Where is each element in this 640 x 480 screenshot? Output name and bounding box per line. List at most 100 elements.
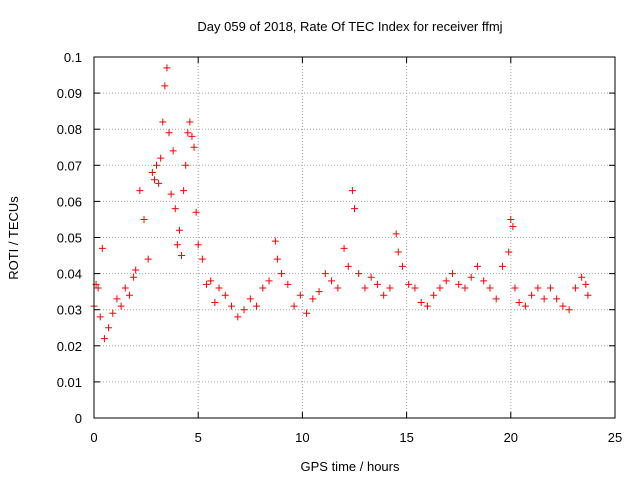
data-point xyxy=(240,306,248,314)
data-point xyxy=(182,161,190,169)
data-point xyxy=(296,291,304,299)
data-point xyxy=(559,302,567,310)
x-tick-label: 0 xyxy=(90,430,97,445)
data-point xyxy=(148,169,156,177)
data-point xyxy=(540,295,548,303)
y-tick-label: 0.07 xyxy=(57,158,82,173)
data-point xyxy=(140,215,148,223)
data-point xyxy=(94,284,102,292)
data-point xyxy=(165,129,173,137)
data-point xyxy=(486,284,494,292)
data-point xyxy=(150,176,158,184)
y-tick-label: 0.09 xyxy=(57,86,82,101)
data-point xyxy=(380,291,388,299)
data-point xyxy=(100,335,108,343)
data-point xyxy=(259,284,267,292)
data-point xyxy=(234,313,242,321)
data-point xyxy=(98,244,106,252)
data-point xyxy=(480,277,488,285)
data-point xyxy=(528,291,536,299)
data-point xyxy=(411,284,419,292)
data-point xyxy=(186,118,194,126)
data-point xyxy=(423,302,431,310)
data-point xyxy=(192,208,200,216)
data-point xyxy=(253,302,261,310)
data-point xyxy=(109,309,117,317)
y-tick-label: 0.08 xyxy=(57,122,82,137)
y-tick-label: 0.02 xyxy=(57,339,82,354)
data-point xyxy=(430,291,438,299)
data-point xyxy=(367,273,375,281)
data-point xyxy=(546,284,554,292)
data-point xyxy=(184,129,192,137)
axis-ticks: 0 5 10 15 20 25 0 0.01 0.02 0.03 0.04 0.05 0.06 0.07 0… xyxy=(57,50,623,445)
data-point xyxy=(351,205,358,213)
data-point xyxy=(398,262,406,270)
data-point xyxy=(455,280,463,288)
x-tick-label: 20 xyxy=(504,430,518,445)
data-point xyxy=(505,248,513,256)
data-points xyxy=(90,64,592,343)
data-point xyxy=(132,266,140,274)
data-point xyxy=(467,273,475,281)
data-point xyxy=(303,309,311,317)
x-tick-label: 25 xyxy=(608,430,622,445)
data-point xyxy=(117,302,125,310)
data-point xyxy=(207,277,215,285)
data-point xyxy=(340,244,348,252)
data-point xyxy=(507,215,515,223)
data-point xyxy=(271,237,279,245)
data-point xyxy=(361,284,369,292)
data-point xyxy=(278,270,286,278)
chart-title: Day 059 of 2018, Rate Of TEC Index for r… xyxy=(197,19,502,34)
data-point xyxy=(328,277,336,285)
y-tick-label: 0 xyxy=(75,411,82,426)
data-point xyxy=(180,187,188,195)
data-point xyxy=(521,302,529,310)
data-point xyxy=(188,132,196,140)
data-point xyxy=(582,280,590,288)
data-point xyxy=(175,226,183,234)
data-point xyxy=(373,280,381,288)
data-point xyxy=(492,295,500,303)
data-point xyxy=(290,302,298,310)
data-point xyxy=(509,223,517,231)
data-point xyxy=(144,255,152,263)
data-point xyxy=(309,295,317,303)
data-point xyxy=(321,270,329,278)
data-point xyxy=(190,143,198,151)
data-point xyxy=(344,262,352,270)
data-point xyxy=(130,273,138,281)
data-point xyxy=(553,295,561,303)
data-point xyxy=(153,161,161,169)
data-point xyxy=(246,295,254,303)
y-tick-label: 0.01 xyxy=(57,375,82,390)
data-point xyxy=(215,284,223,292)
data-point xyxy=(265,277,273,285)
data-point xyxy=(442,277,450,285)
x-tick-label: 10 xyxy=(295,430,309,445)
data-point xyxy=(436,284,444,292)
x-axis-label: GPS time / hours xyxy=(301,459,400,474)
x-tick-label: 15 xyxy=(399,430,413,445)
data-point xyxy=(163,64,171,72)
data-point xyxy=(159,118,167,126)
data-point xyxy=(136,187,144,195)
data-point xyxy=(96,313,104,321)
y-tick-label: 0.05 xyxy=(57,231,82,246)
data-point xyxy=(113,295,121,303)
x-tick-label: 5 xyxy=(195,430,202,445)
data-point xyxy=(386,284,394,292)
data-point xyxy=(565,306,573,314)
data-point xyxy=(273,255,281,263)
data-point xyxy=(584,291,592,299)
data-point xyxy=(571,284,579,292)
data-point xyxy=(105,324,113,332)
data-point xyxy=(578,273,586,281)
data-point xyxy=(473,262,481,270)
y-axis-label: ROTI / TECUs xyxy=(6,196,21,280)
data-point xyxy=(515,298,523,306)
data-point xyxy=(211,298,219,306)
data-point xyxy=(169,147,177,155)
